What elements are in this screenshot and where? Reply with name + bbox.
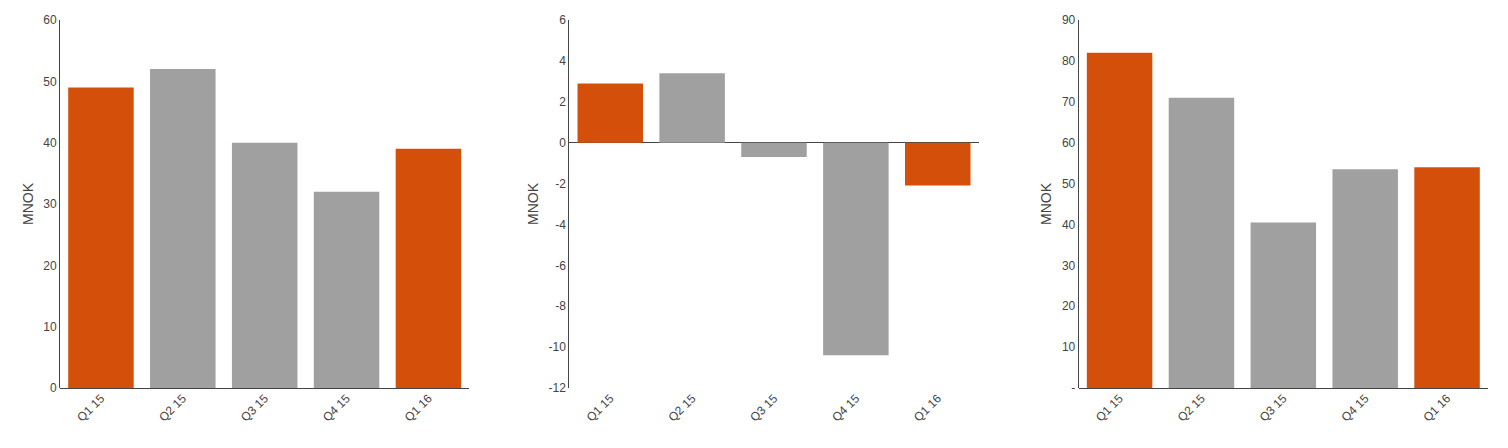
svg-text:-12: -12 bbox=[549, 381, 567, 395]
svg-text:10: 10 bbox=[43, 320, 57, 334]
svg-text:60: 60 bbox=[1062, 136, 1076, 150]
svg-text:Q4 15: Q4 15 bbox=[1339, 391, 1372, 424]
svg-text:50: 50 bbox=[1062, 177, 1076, 191]
svg-text:Q4 15: Q4 15 bbox=[829, 391, 862, 424]
svg-text:20: 20 bbox=[1062, 299, 1076, 313]
svg-text:60: 60 bbox=[43, 13, 57, 27]
svg-text:Q1 15: Q1 15 bbox=[74, 391, 107, 424]
svg-text:40: 40 bbox=[1062, 218, 1076, 232]
svg-text:-8: -8 bbox=[555, 299, 566, 313]
svg-text:10: 10 bbox=[1062, 340, 1076, 354]
svg-text:Q3 15: Q3 15 bbox=[1257, 391, 1290, 424]
svg-text:Q1 16: Q1 16 bbox=[1420, 391, 1453, 424]
svg-text:MNOK: MNOK bbox=[1038, 182, 1054, 225]
svg-text:Q4 15: Q4 15 bbox=[320, 391, 353, 424]
svg-text:-: - bbox=[1071, 381, 1075, 395]
svg-text:MNOK: MNOK bbox=[525, 182, 541, 225]
svg-text:2: 2 bbox=[559, 95, 566, 109]
svg-text:Q1 16: Q1 16 bbox=[911, 391, 944, 424]
svg-text:Q2 15: Q2 15 bbox=[665, 391, 698, 424]
svg-text:30: 30 bbox=[1062, 259, 1076, 273]
svg-text:Q3 15: Q3 15 bbox=[747, 391, 780, 424]
svg-text:Q3 15: Q3 15 bbox=[238, 391, 271, 424]
svg-text:-4: -4 bbox=[555, 218, 566, 232]
svg-text:Q1 15: Q1 15 bbox=[1093, 391, 1126, 424]
svg-text:90: 90 bbox=[1062, 13, 1076, 27]
svg-text:0: 0 bbox=[559, 136, 566, 150]
svg-text:30: 30 bbox=[43, 197, 57, 211]
svg-text:40: 40 bbox=[43, 136, 57, 150]
svg-text:Q2 15: Q2 15 bbox=[156, 391, 189, 424]
svg-text:0: 0 bbox=[50, 381, 57, 395]
svg-text:MNOK: MNOK bbox=[20, 182, 36, 225]
svg-text:20: 20 bbox=[43, 259, 57, 273]
svg-text:50: 50 bbox=[43, 75, 57, 89]
svg-text:80: 80 bbox=[1062, 54, 1076, 68]
svg-text:6: 6 bbox=[559, 13, 566, 27]
svg-text:Q1 16: Q1 16 bbox=[402, 391, 435, 424]
svg-text:-6: -6 bbox=[555, 259, 566, 273]
svg-text:70: 70 bbox=[1062, 95, 1076, 109]
svg-text:Q2 15: Q2 15 bbox=[1175, 391, 1208, 424]
svg-text:4: 4 bbox=[559, 54, 566, 68]
svg-text:Q1 15: Q1 15 bbox=[584, 391, 617, 424]
svg-text:-10: -10 bbox=[549, 340, 567, 354]
svg-text:-2: -2 bbox=[555, 177, 566, 191]
